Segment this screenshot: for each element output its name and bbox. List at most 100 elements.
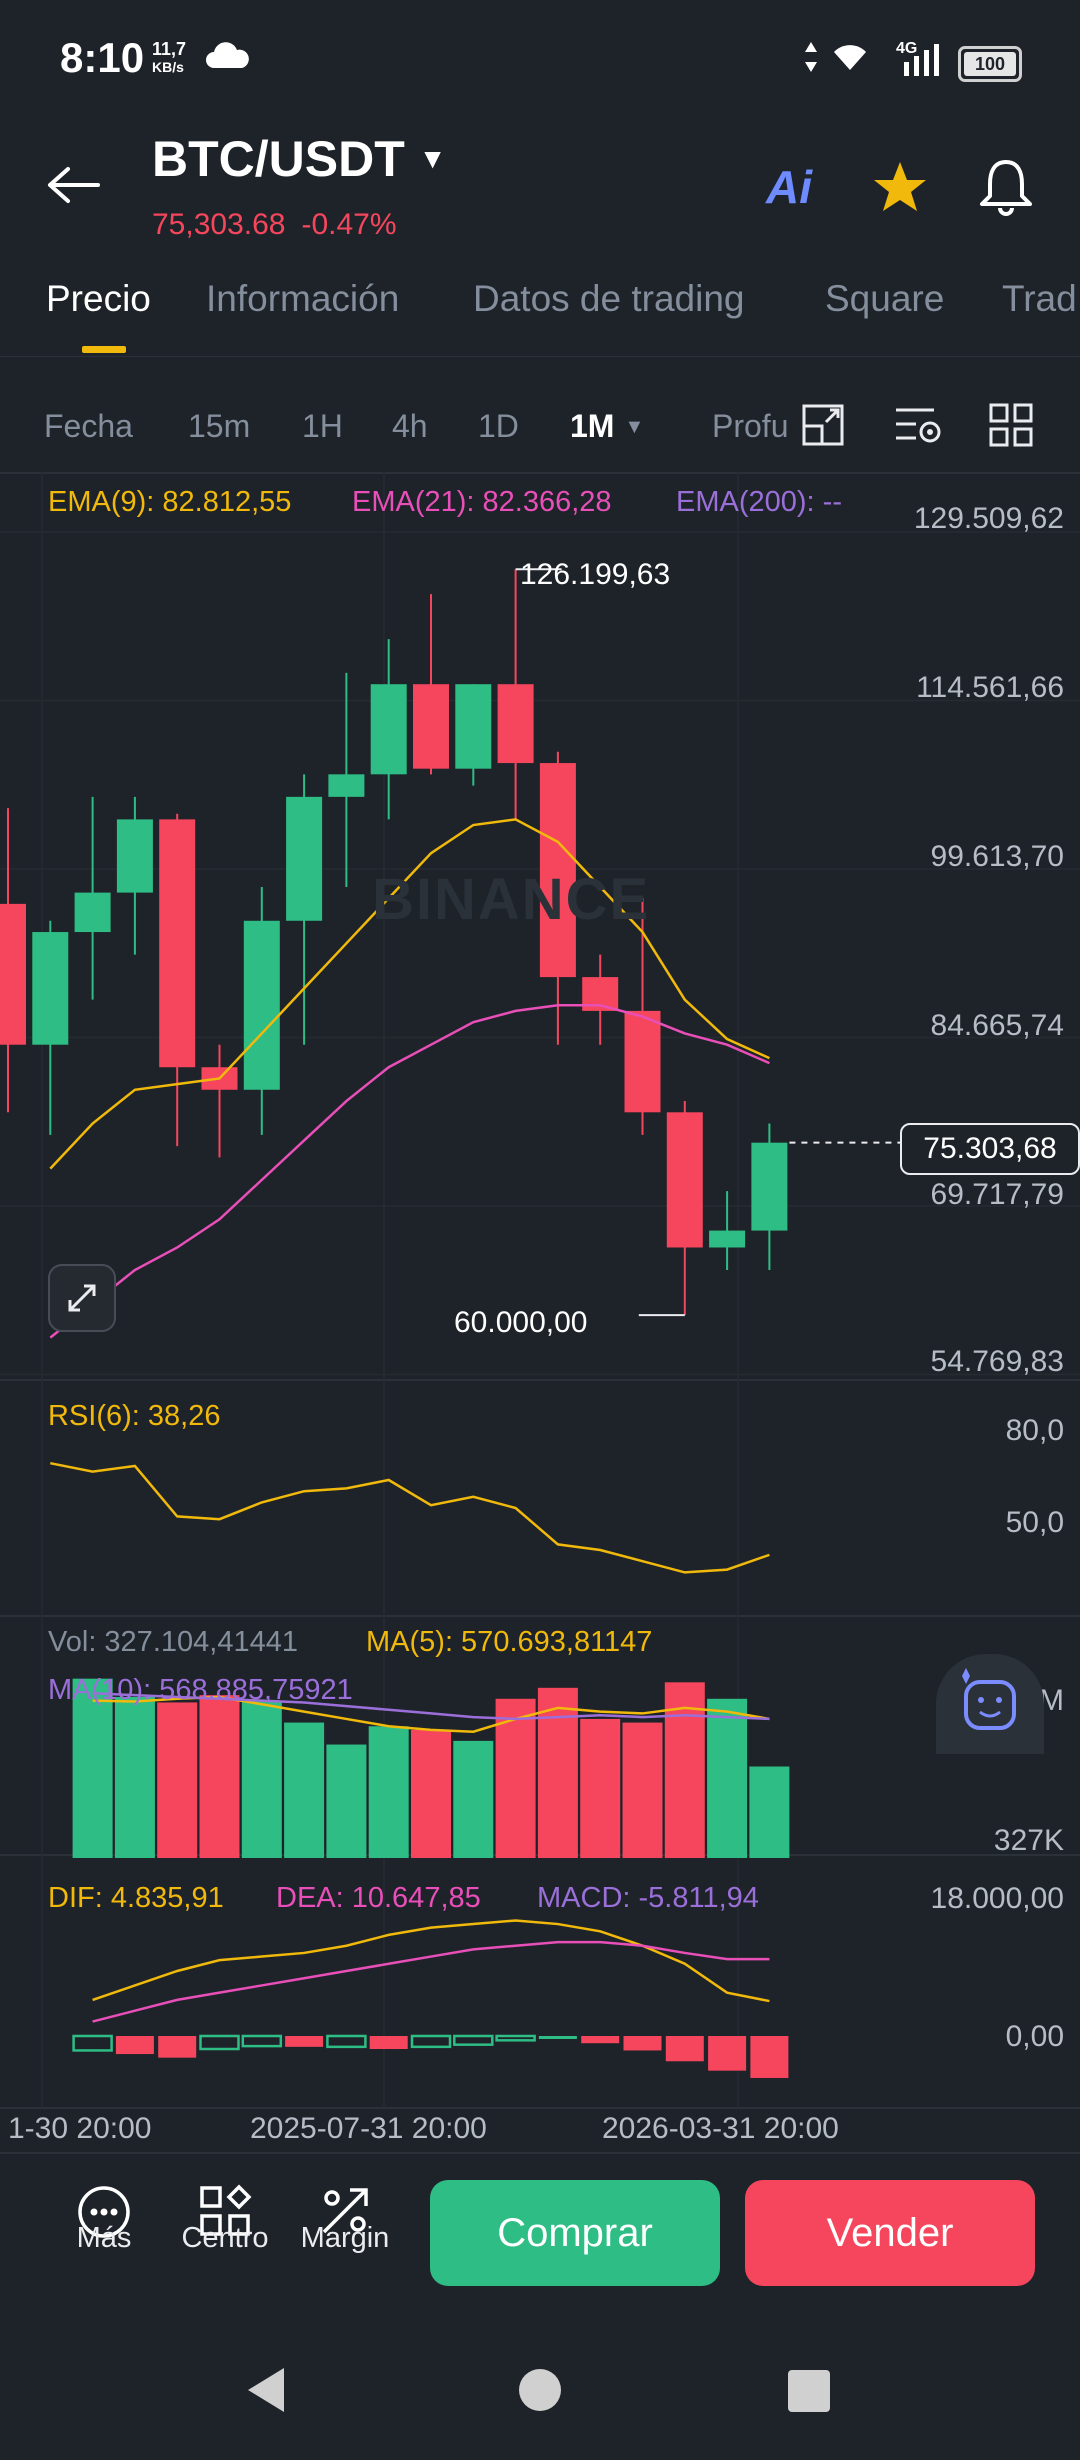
candle-body — [539, 763, 576, 978]
candle-body — [116, 819, 153, 893]
sell-button[interactable]: Vender — [745, 2180, 1035, 2286]
high-price-label: 126.199,63 — [520, 558, 671, 591]
kline-chart[interactable] — [0, 472, 1080, 2152]
vol-ma10-label: MA(10): 568.885,75921 — [48, 1674, 353, 1706]
watermark-logo: BINANCE — [372, 867, 651, 932]
margin-button[interactable]: Margin — [300, 2222, 390, 2254]
system-nav-bar — [0, 2330, 1080, 2460]
candle-body — [624, 1010, 661, 1113]
volume-label: Vol: 327.104,41441 — [48, 1626, 298, 1658]
macd-bar — [115, 2036, 154, 2055]
last-price: 75,303.68 — [152, 208, 286, 241]
volume-bar — [326, 1744, 367, 1858]
ema200-label: EMA(200): -- — [676, 486, 842, 518]
price-axis-label: 69.717,79 — [930, 1178, 1064, 1211]
center-button[interactable]: Centro — [181, 2222, 269, 2254]
tab-underline — [82, 346, 126, 353]
pair-title[interactable]: BTC/USDT ▼ — [152, 131, 447, 187]
macd-bar — [285, 2036, 324, 2047]
back-icon[interactable] — [244, 2364, 288, 2416]
volume-bar — [749, 1766, 790, 1858]
volume-axis-label: 327K — [993, 1824, 1064, 1857]
center-icon[interactable] — [198, 2184, 252, 2238]
more-icon[interactable] — [76, 2184, 132, 2240]
volume-bar — [114, 1696, 155, 1858]
grid-layout-icon[interactable] — [988, 402, 1034, 448]
interval-fecha[interactable]: Fecha — [44, 408, 133, 444]
tab-bar: Precio Información Datos de trading Squa… — [0, 270, 1080, 357]
tab-informacion[interactable]: Información — [206, 278, 400, 319]
status-time: 8:10 — [60, 34, 145, 81]
macd-bar — [750, 2036, 789, 2078]
dea-label: DEA: 10.647,85 — [276, 1882, 481, 1914]
price-axis-label: 54.769,83 — [930, 1345, 1064, 1378]
more-button[interactable]: Más — [76, 2222, 132, 2254]
buy-button[interactable]: Comprar — [430, 2180, 720, 2286]
status-bar: 8:10 11,7 KB/s 4G 100 — [0, 0, 1080, 120]
candle-body — [709, 1230, 746, 1248]
macd-bar — [495, 2034, 536, 2042]
rsi-line — [50, 1461, 770, 1574]
vol-ma5-label: MA(5): 570.693,81147 — [366, 1626, 653, 1658]
tab-square[interactable]: Square — [825, 278, 945, 319]
price-axis-label: 84.665,74 — [930, 1009, 1064, 1042]
volume-bar — [537, 1687, 578, 1858]
recents-icon[interactable] — [786, 2368, 832, 2414]
dif-label: DIF: 4.835,91 — [48, 1882, 224, 1914]
candle-body — [74, 892, 111, 933]
chevron-down-icon[interactable]: ▼ — [418, 143, 447, 174]
ema9-label: EMA(9): 82.812,55 — [48, 486, 292, 518]
macd-bar — [199, 2034, 240, 2051]
price-axis-label: 99.613,70 — [930, 840, 1064, 873]
macd-bar — [538, 2036, 577, 2039]
ema21-label: EMA(21): 82.366,28 — [352, 486, 612, 518]
volume-bar — [495, 1698, 536, 1858]
indicator-settings-icon[interactable] — [894, 404, 944, 446]
bell-icon[interactable] — [976, 156, 1036, 218]
chevron-down-icon: ▼ — [624, 416, 645, 438]
macd-label: MACD: -5.811,94 — [537, 1882, 759, 1914]
network-type: 4G — [896, 40, 918, 57]
rsi-label: RSI(6): 38,26 — [48, 1400, 221, 1432]
volume-bar — [622, 1722, 663, 1858]
candle-body — [0, 903, 26, 1045]
ema21-line — [49, 1004, 770, 1339]
home-icon[interactable] — [516, 2366, 564, 2414]
interval-4h[interactable]: 4h — [392, 408, 428, 444]
macd-bar — [410, 2034, 452, 2049]
macd-bar — [453, 2034, 494, 2046]
interval-depth[interactable]: Profu — [712, 408, 789, 444]
interval-15m[interactable]: 15m — [188, 408, 251, 444]
candle-body — [666, 1112, 703, 1248]
time-axis-label: 2026-03-31 20:00 — [602, 2112, 839, 2145]
tab-trad[interactable]: Trad — [1002, 278, 1077, 319]
interval-1h[interactable]: 1H — [302, 408, 343, 444]
candle-body — [243, 920, 280, 1090]
tab-datos-trading[interactable]: Datos de trading — [473, 278, 745, 319]
divider — [0, 472, 1080, 474]
time-axis-label: 2025-07-31 20:00 — [250, 2112, 487, 2145]
tab-precio[interactable]: Precio — [46, 278, 151, 319]
back-arrow-icon[interactable] — [46, 165, 102, 205]
volume-bar — [368, 1726, 409, 1858]
assistant-button[interactable] — [936, 1654, 1044, 1754]
candle-body — [159, 819, 196, 1068]
fullscreen-button[interactable] — [48, 1264, 116, 1332]
star-icon[interactable] — [872, 160, 928, 214]
macd-bar — [708, 2036, 747, 2071]
interval-1d[interactable]: 1D — [478, 408, 519, 444]
interval-1m[interactable]: 1M ▼ — [570, 408, 645, 444]
macd-bar — [369, 2036, 408, 2049]
volume-bar — [707, 1698, 748, 1858]
expand-layout-icon[interactable] — [800, 402, 846, 448]
volume-bar — [284, 1722, 325, 1858]
candle-body — [455, 684, 492, 769]
ai-icon[interactable]: Ai — [766, 161, 812, 213]
low-price-label: 60.000,00 — [454, 1306, 588, 1339]
candle-body — [370, 684, 407, 775]
candle-body — [413, 684, 449, 769]
margin-icon[interactable] — [318, 2184, 372, 2238]
expand-icon — [68, 1284, 96, 1312]
candle-body — [497, 684, 534, 764]
candle-body — [751, 1142, 788, 1231]
